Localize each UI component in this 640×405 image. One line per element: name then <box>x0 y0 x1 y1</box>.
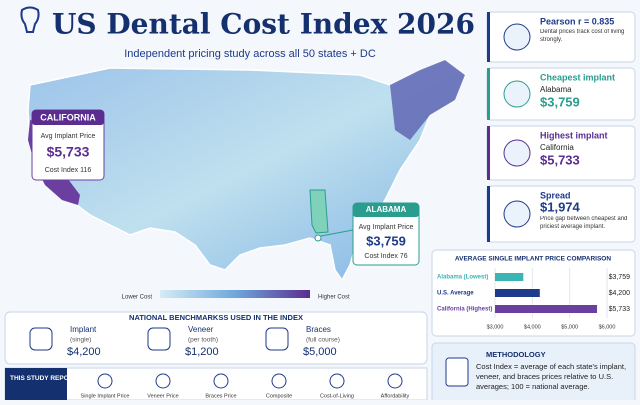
category-label: U.S. Average <box>437 291 474 297</box>
callout-label: Avg Implant Price <box>359 224 414 231</box>
card-accent <box>487 126 490 180</box>
callout-index: Cost Index 116 <box>45 167 92 174</box>
bench-price: $4,200 <box>67 346 101 358</box>
report-item: Affordability <box>381 393 410 399</box>
bench-name: Veneer <box>188 325 214 334</box>
card-accent <box>487 12 490 62</box>
report-icon <box>213 373 229 389</box>
callout-al: ALABAMA Avg Implant Price $3,759 Cost In… <box>352 202 420 266</box>
card-icon <box>503 23 531 51</box>
card-title: Cheapest implant <box>540 72 615 82</box>
value-label: $4,200 <box>609 290 631 297</box>
card-title: Highest implant <box>540 130 608 140</box>
card-icon <box>503 80 531 108</box>
bench-icon <box>29 327 53 351</box>
benchmarks-title: NATIONAL BENCHMARKSS USED IN THE INDEX <box>129 313 303 322</box>
value-label: $3,759 <box>609 274 631 281</box>
card-text: Dental prices track cost of living stron… <box>540 29 625 43</box>
report-icon <box>97 373 113 389</box>
card-title: Pearson r = 0.835 <box>540 16 614 26</box>
card-accent <box>487 186 490 242</box>
report-item: Single Implant Price <box>81 393 130 399</box>
chart-title: AVERAGE SINGLE IMPLANT PRICE COMPARISON <box>455 256 611 263</box>
bench-unit: (per tooth) <box>188 337 218 344</box>
report-item: Braces Price <box>205 393 236 399</box>
report-head <box>5 368 67 400</box>
report-title: THIS STUDY REPORTS FOR EACH JURISDICTION <box>10 375 165 382</box>
northeast <box>390 60 465 140</box>
card-state: Alabama <box>540 85 572 94</box>
callout-label: Avg Implant Price <box>41 133 96 140</box>
benchmarks-box <box>4 311 428 365</box>
title: US Dental Cost Index 2026 <box>52 8 475 41</box>
bar <box>495 305 598 313</box>
bench-price: $5,000 <box>303 346 337 358</box>
bar <box>495 273 524 281</box>
bench-icon <box>265 327 289 351</box>
bench-unit: (single) <box>70 337 91 344</box>
callout-price: $5,733 <box>47 144 90 160</box>
pin <box>314 234 322 242</box>
legend-high: Higher Cost <box>318 295 350 301</box>
value-label: $5,733 <box>609 306 631 313</box>
card-state: California <box>540 143 574 152</box>
legend-low: Lower Cost <box>122 295 153 301</box>
report-icon <box>387 373 403 389</box>
report-icon <box>155 373 171 389</box>
bench-name: Implant <box>70 325 97 334</box>
bar <box>495 289 540 297</box>
card-text-wrap: Price gap between cheapest and priciest … <box>540 216 628 230</box>
report-icon <box>271 373 287 389</box>
x-tick-label: $6,000 <box>599 324 616 330</box>
callout-state: CALIFORNIA <box>40 112 96 122</box>
report-item: Cost-of-Living <box>320 393 354 399</box>
card-title: Spread <box>540 190 571 200</box>
methodology-text: Cost Index = average of each state's imp… <box>476 362 627 391</box>
callout-index: Cost Index 76 <box>364 253 407 260</box>
card-price: $1,974 <box>540 199 581 214</box>
legend-gradient <box>160 290 310 298</box>
x-tick-label: $5,000 <box>561 324 578 330</box>
card-price: $3,759 <box>540 94 580 109</box>
subtitle: Independent pricing study across all 50 … <box>124 48 376 60</box>
callout-price: $3,759 <box>366 233 406 248</box>
card-icon <box>503 200 531 228</box>
card-icon <box>503 139 531 167</box>
category-label: Alabama (Lowest) <box>437 275 488 281</box>
report-item: Composite <box>266 393 292 399</box>
report-item: Veneer Price <box>147 393 179 399</box>
callout-head <box>353 203 419 217</box>
card-text: Price gap between cheapest and priciest … <box>540 216 628 230</box>
card-text-wrap: Dental prices track cost of living stron… <box>540 29 625 43</box>
report-icon <box>329 373 345 389</box>
callout-state: ALABAMA <box>366 205 407 214</box>
x-tick-label: $3,000 <box>487 324 504 330</box>
methodology-wrap: Cost Index = average of each state's imp… <box>476 362 627 391</box>
doc-icon <box>445 357 469 387</box>
bench-unit: (full course) <box>306 337 340 344</box>
bench-icon <box>147 327 171 351</box>
methodology-title: METHODOLOGY <box>486 350 546 359</box>
callout-head <box>32 110 104 125</box>
callout-ca: CALIFORNIA Avg Implant Price $5,733 Cost… <box>31 109 105 181</box>
connector <box>320 229 354 237</box>
card-accent <box>487 68 490 120</box>
bench-price: $1,200 <box>185 346 219 358</box>
x-tick-label: $4,000 <box>524 324 541 330</box>
card-price: $5,733 <box>540 152 580 167</box>
category-label: California (Highest) <box>437 307 492 313</box>
alabama <box>309 189 329 234</box>
tooth-icon <box>20 6 40 33</box>
bench-name: Braces <box>306 325 331 334</box>
